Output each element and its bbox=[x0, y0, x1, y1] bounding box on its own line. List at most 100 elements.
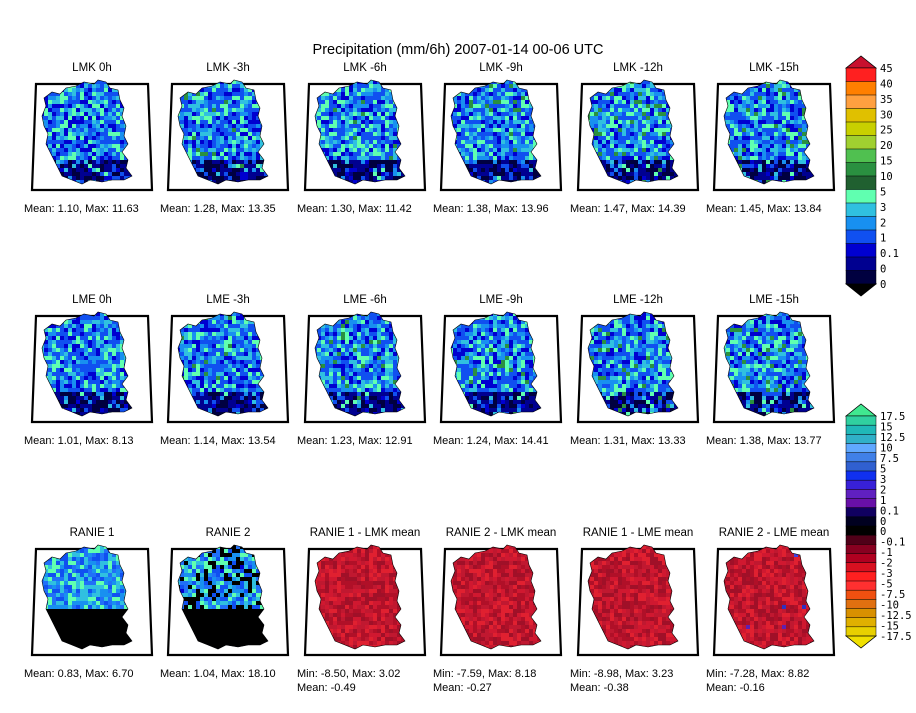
precip-colorbar: 45 40 35 30 25 20 15 10 5 3 2 1 0.1 0 0 bbox=[844, 55, 916, 305]
colorbar-segment bbox=[845, 424, 877, 435]
country-outline bbox=[177, 311, 269, 417]
colorbar-tick-label: 25 bbox=[880, 125, 893, 137]
colorbar-segment bbox=[845, 534, 877, 545]
colorbar-tick-label: -10 bbox=[880, 600, 899, 612]
map-panel: LMK 0h Mean: 1.10, Max: 11.63 bbox=[24, 62, 154, 222]
map-panel: LME -6h Mean: 1.23, Max: 12.91 bbox=[297, 294, 427, 454]
map-panel: LME -9h Mean: 1.24, Max: 14.41 bbox=[433, 294, 563, 454]
panel-title: LME 0h bbox=[72, 294, 112, 306]
colorbar-tick-label: 2 bbox=[880, 217, 886, 229]
panel-stats: Mean: 1.47, Max: 14.39 bbox=[570, 202, 686, 216]
map-panel: RANIE 1 Mean: 0.83, Max: 6.70 bbox=[24, 527, 154, 687]
precip-field bbox=[724, 80, 814, 184]
colorbar-segment bbox=[845, 135, 877, 150]
precip-field bbox=[451, 545, 541, 649]
colorbar-tick-label: 5 bbox=[880, 186, 886, 198]
panel-stats: Mean: 1.23, Max: 12.91 bbox=[297, 434, 413, 448]
colorbar-tick-label: -1 bbox=[880, 547, 893, 559]
colorbar-segment bbox=[845, 461, 877, 472]
colorbar-tick-label: 40 bbox=[880, 78, 893, 90]
country-outline bbox=[587, 311, 679, 417]
country-outline bbox=[314, 79, 406, 185]
colorbar-segment bbox=[845, 589, 877, 600]
colorbar-tick-label: 2 bbox=[880, 484, 886, 496]
panel-stats: Mean: 1.10, Max: 11.63 bbox=[24, 202, 139, 216]
panel-stats: Mean: 1.04, Max: 18.10 bbox=[160, 667, 276, 681]
colorbar-segment bbox=[845, 580, 877, 591]
germany-map bbox=[166, 311, 290, 424]
germany-map bbox=[439, 79, 563, 192]
precip-field bbox=[451, 80, 541, 184]
panel-title: LME -12h bbox=[613, 294, 663, 306]
colorbar-tick-label: 1 bbox=[880, 233, 886, 245]
map-panel: LME -12h Mean: 1.31, Max: 13.33 bbox=[570, 294, 700, 454]
colorbar-tick-label: 12.5 bbox=[880, 432, 905, 444]
panel-title: LME -15h bbox=[749, 294, 799, 306]
germany-map bbox=[576, 311, 700, 424]
panel-stat-line1: Min: -8.98, Max: 3.23 bbox=[570, 668, 674, 680]
panel-stat-line2: Mean: -0.49 bbox=[297, 682, 356, 694]
colorbar-top-arrow bbox=[844, 55, 878, 69]
panel-stat-line2: Mean: -0.38 bbox=[570, 682, 629, 694]
colorbar-tick-label: 20 bbox=[880, 140, 893, 152]
panel-stat-line1: Mean: 1.30, Max: 11.42 bbox=[297, 203, 412, 215]
country-outline bbox=[450, 544, 542, 650]
colorbar-segment bbox=[845, 562, 877, 573]
country-outline bbox=[450, 311, 542, 417]
map-panel: RANIE 2 Mean: 1.04, Max: 18.10 bbox=[160, 527, 290, 687]
panel-stats: Mean: 1.38, Max: 13.96 bbox=[433, 202, 549, 216]
panel-title: RANIE 2 bbox=[205, 527, 251, 539]
colorbar-segment bbox=[845, 507, 877, 518]
panel-stats: Mean: 1.31, Max: 13.33 bbox=[570, 434, 686, 448]
panel-stats: Mean: 1.28, Max: 13.35 bbox=[160, 202, 276, 216]
colorbar-segment bbox=[845, 121, 877, 136]
colorbar-segment bbox=[845, 498, 877, 509]
panel-stats: Min: -8.98, Max: 3.23 Mean: -0.38 bbox=[570, 667, 673, 695]
map-panel: LMK -3h Mean: 1.28, Max: 13.35 bbox=[160, 62, 290, 222]
germany-map bbox=[439, 311, 563, 424]
panel-stat-line1: Mean: 1.14, Max: 13.54 bbox=[160, 435, 276, 447]
panel-stat-line2: Mean: -0.16 bbox=[706, 682, 765, 694]
panel-stat-line1: Min: -7.59, Max: 8.18 bbox=[433, 668, 537, 680]
colorbar-tick-label: -2 bbox=[880, 558, 893, 570]
panel-stats: Mean: 0.83, Max: 6.70 bbox=[24, 667, 133, 681]
germany-map bbox=[30, 79, 154, 192]
colorbar-segment bbox=[845, 229, 877, 244]
colorbar-tick-label: 3 bbox=[880, 474, 886, 486]
colorbar-tick-label: 5 bbox=[880, 463, 886, 475]
colorbar-tick-label: 3 bbox=[880, 202, 886, 214]
country-outline bbox=[723, 79, 815, 185]
panel-title: RANIE 1 - LME mean bbox=[582, 527, 694, 539]
country-outline bbox=[587, 544, 679, 650]
panel-stat-line1: Mean: 1.28, Max: 13.35 bbox=[160, 203, 276, 215]
panel-stat-line1: Mean: 1.38, Max: 13.96 bbox=[433, 203, 549, 215]
colorbar-segment bbox=[845, 216, 877, 231]
colorbar-tick-label: 0 bbox=[880, 526, 886, 538]
colorbar-segment bbox=[845, 67, 877, 82]
panel-stat-line1: Mean: 1.45, Max: 13.84 bbox=[706, 203, 822, 215]
colorbar-tick-label: 45 bbox=[880, 63, 893, 75]
colorbar-tick-label: -15 bbox=[880, 621, 899, 633]
colorbar-svg: 45 40 35 30 25 20 15 10 5 3 2 1 0.1 0 0 bbox=[844, 55, 899, 297]
germany-map bbox=[166, 79, 290, 192]
country-outline bbox=[41, 79, 133, 185]
colorbar-segment bbox=[845, 544, 877, 554]
colorbar-segment bbox=[845, 243, 877, 258]
map-panel: LMK -15h Mean: 1.45, Max: 13.84 bbox=[706, 62, 836, 222]
map-panel: LME -15h Mean: 1.38, Max: 13.77 bbox=[706, 294, 836, 454]
colorbar-segment bbox=[845, 256, 877, 271]
germany-map bbox=[30, 544, 154, 657]
panel-stats: Mean: 1.30, Max: 11.42 bbox=[297, 202, 412, 216]
map-panel: LME 0h Mean: 1.01, Max: 8.13 bbox=[24, 294, 154, 454]
colorbar-tick-label: 0 bbox=[880, 264, 886, 276]
diff-colorbar: 17.5 15 12.5 10 7.5 5 3 2 1 0.1 0 0 -0.1 -1 -2 -3 -5 -7.5… bbox=[844, 403, 916, 657]
colorbar-tick-label: 10 bbox=[880, 171, 893, 183]
colorbar-top-arrow bbox=[844, 403, 878, 417]
panel-stats: Mean: 1.24, Max: 14.41 bbox=[433, 434, 549, 448]
colorbar-tick-label: -3 bbox=[880, 568, 893, 580]
germany-map bbox=[303, 311, 427, 424]
colorbar-tick-label: 15 bbox=[880, 421, 893, 433]
panel-stat-line2: Mean: -0.27 bbox=[433, 682, 492, 694]
panel-stat-line1: Mean: 0.83, Max: 6.70 bbox=[24, 668, 134, 680]
figure-title: Precipitation (mm/6h) 2007-01-14 00-06 U… bbox=[312, 42, 604, 58]
